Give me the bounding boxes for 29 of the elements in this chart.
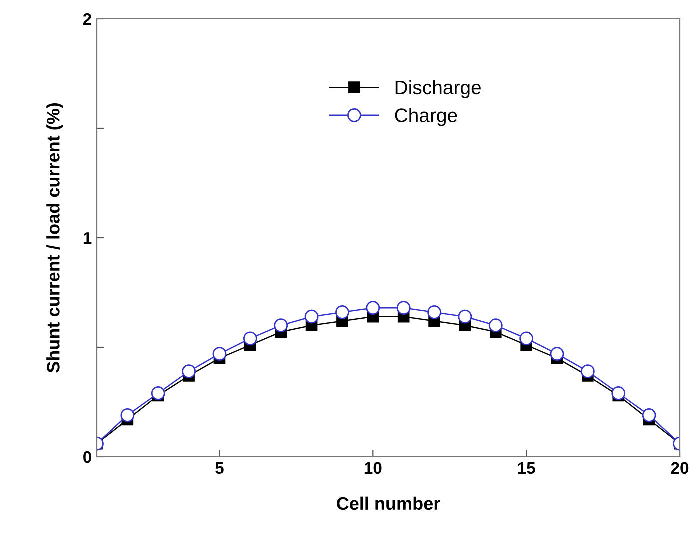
legend-label: Charge (395, 108, 458, 126)
point (520, 332, 534, 346)
point (151, 386, 166, 400)
point (212, 347, 227, 362)
y-axis-title: Shunt current / load current (%) (46, 103, 64, 373)
point (336, 306, 350, 320)
x-axis-title: Cell number (337, 496, 440, 510)
point (488, 318, 503, 333)
y-tick-label: 2 (83, 13, 92, 26)
point (550, 347, 564, 362)
x-tick-label: 10 (364, 462, 382, 474)
point (274, 318, 288, 333)
y-tick-label: 0 (84, 451, 92, 464)
point (612, 386, 626, 400)
point (581, 364, 595, 379)
x-tick-label: 5 (216, 462, 224, 474)
x-tick-label: 15 (518, 462, 536, 474)
legend-label: Discharge (396, 80, 481, 98)
point (396, 301, 411, 316)
point (182, 364, 196, 379)
point (304, 310, 319, 324)
point (243, 332, 258, 346)
x-tick-label: 20 (671, 462, 689, 474)
point (366, 301, 380, 316)
point (458, 310, 472, 324)
point (120, 408, 135, 422)
point (428, 306, 442, 320)
y-tick-label: 1 (84, 232, 92, 244)
point (642, 408, 656, 422)
